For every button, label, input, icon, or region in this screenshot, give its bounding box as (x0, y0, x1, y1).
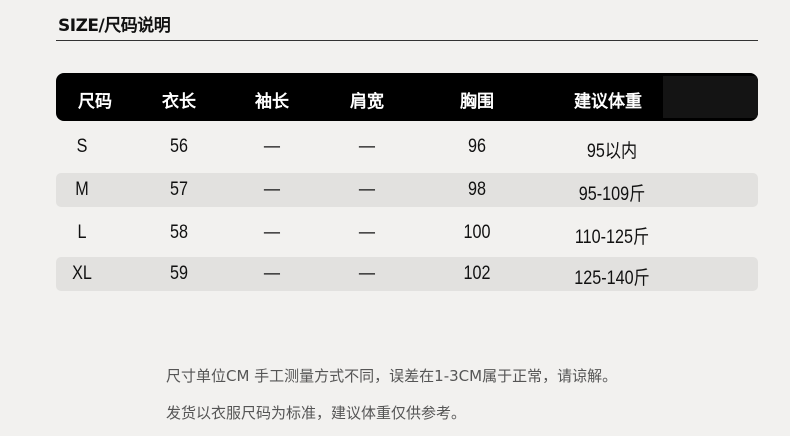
table-header: 尺码 衣长 袖长 肩宽 胸围 建议体重 (56, 73, 758, 121)
table-cell: 59 (170, 263, 188, 284)
table-cell: — (263, 136, 281, 157)
table-cell: XL (72, 263, 92, 284)
header-shoulder: 肩宽 (350, 92, 384, 112)
page-title: SIZE/尺码说明 (58, 16, 171, 36)
table-cell: 56 (170, 136, 188, 157)
table-cell: 98 (468, 179, 486, 200)
header-chest: 胸围 (460, 92, 494, 112)
table-cell: — (358, 263, 376, 284)
table-row: M 57 — — 98 95-109斤 (56, 173, 758, 207)
table-row: S 56 — — 96 95以内 (56, 130, 758, 164)
table-cell: 95以内 (586, 141, 638, 162)
header-size: 尺码 (78, 92, 112, 112)
table-cell: — (358, 222, 376, 243)
table-cell: 110-125斤 (574, 227, 650, 248)
table-cell: 58 (170, 222, 188, 243)
table-cell: — (263, 222, 281, 243)
table-row: L 58 — — 100 110-125斤 (56, 216, 758, 250)
note-shipping: 发货以衣服尺码为标准，建议体重仅供参考。 (166, 404, 467, 422)
table-cell: 95-109斤 (578, 184, 646, 205)
table-cell: 125-140斤 (574, 268, 650, 289)
table-cell: — (358, 179, 376, 200)
table-cell: 96 (468, 136, 486, 157)
table-cell: 100 (463, 222, 491, 243)
divider (56, 40, 758, 41)
table-row: XL 59 — — 102 125-140斤 (56, 257, 758, 291)
table-cell: M (75, 179, 89, 200)
table-cell: 102 (463, 263, 491, 284)
table-cell: 57 (170, 179, 188, 200)
table-cell: — (263, 263, 281, 284)
table-cell: S (76, 136, 88, 157)
header-sleeve: 袖长 (255, 92, 289, 112)
header-length: 衣长 (162, 92, 196, 112)
note-measurement: 尺寸单位CM 手工测量方式不同，误差在1-3CM属于正常，请谅解。 (166, 367, 618, 385)
table-cell: — (358, 136, 376, 157)
table-cell: — (263, 179, 281, 200)
header-weight: 建议体重 (574, 92, 642, 112)
table-cell: L (77, 222, 87, 243)
